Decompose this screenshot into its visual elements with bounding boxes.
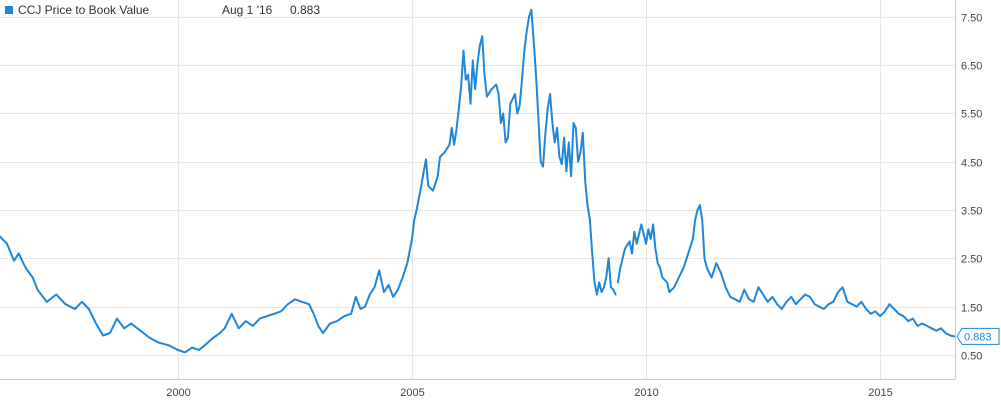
legend: CCJ Price to Book Value Aug 1 '16 0.883 [5,3,320,17]
y-tick-label-7: 7.50 [961,13,982,25]
x-tick-label-3: 2015 [868,387,892,399]
legend-swatch [5,6,13,14]
series-line-segment-0-0 [0,8,617,354]
last-value-badge: 0.883 [956,327,1000,345]
series-ccj-price-to-book [0,8,956,354]
series-line-segment-0-1 [616,204,956,338]
last-value-badge-text: 0.883 [964,331,992,343]
legend-value: 0.883 [290,3,320,17]
x-tick-label-1: 2005 [400,387,424,399]
y-tick-label-0: 0.50 [961,351,982,363]
y-tick-label-5: 5.50 [961,109,982,121]
legend-series-label: CCJ Price to Book Value [18,3,149,17]
gridlines [0,0,955,379]
y-tick-label-4: 4.50 [961,158,982,170]
y-axis-ticks: 0.50 1.50 2.50 3.50 4.50 5.50 6.50 7.50 [961,13,982,363]
y-tick-label-1: 1.50 [961,303,982,315]
y-tick-label-3: 3.50 [961,206,982,218]
y-tick-label-6: 6.50 [961,61,982,73]
x-tick-label-0: 2000 [166,387,190,399]
y-tick-label-2: 2.50 [961,254,982,266]
legend-date: Aug 1 '16 [222,3,273,17]
x-tick-label-2: 2010 [634,387,658,399]
last-value-badge-shape [956,327,1000,345]
x-axis-ticks: 2000 2005 2010 2015 [166,387,892,399]
